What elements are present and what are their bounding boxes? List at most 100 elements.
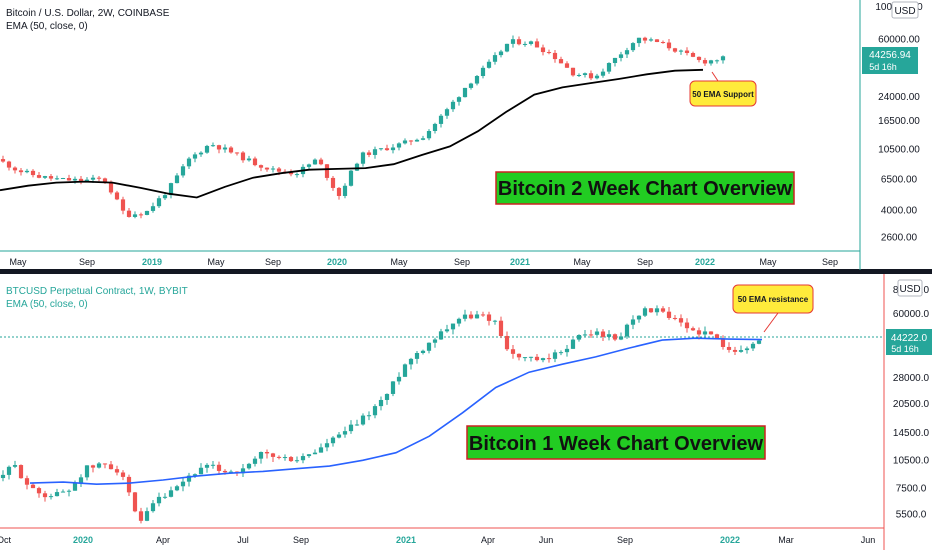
top-candle-body (654, 39, 660, 43)
top-x-ticks: May Sep 2019 May Sep 2020 May Sep 2021 May Sep 2022… (9, 257, 838, 267)
bottom-candle-body (570, 339, 576, 349)
bottom-ema-line (29, 337, 763, 486)
bottom-candle-body (258, 452, 264, 459)
bottom-candle-body (642, 308, 648, 316)
bottom-candle-body (324, 443, 330, 448)
top-candle-body (78, 178, 84, 182)
bottom-candle-body (60, 491, 66, 493)
bottom-x-tick-label: Jun (539, 535, 554, 545)
top-candle-body (258, 165, 264, 168)
bottom-candle-body (618, 336, 624, 340)
top-x-tick-label: May (9, 257, 27, 267)
bottom-candle-body (78, 477, 84, 484)
bottom-candle-body (330, 437, 336, 444)
bottom-candle-body (90, 465, 96, 468)
top-candle-body (192, 154, 198, 159)
top-legend[interactable]: Bitcoin / U.S. Dollar, 2W, COINBASE EMA … (6, 7, 169, 33)
top-candle-body (84, 179, 90, 182)
top-candle-body (540, 47, 546, 53)
bottom-y-tick-label: 7500.0 (896, 484, 927, 495)
top-candle-body (582, 73, 588, 75)
bottom-candle-body (48, 496, 54, 498)
bottom-candle-body (594, 331, 600, 335)
bottom-candle-body (84, 465, 90, 478)
bottom-candle-body (138, 511, 144, 521)
bottom-x-tick-label: Jul (237, 535, 249, 545)
top-candle-body (420, 138, 426, 140)
top-candle-body (210, 145, 216, 147)
top-candle-body (114, 192, 120, 200)
bottom-candle-body (576, 335, 582, 340)
top-x-tick-label: Sep (637, 257, 653, 267)
top-currency-label: USD (894, 6, 915, 17)
top-y-tick-label: 24000.00 (878, 92, 920, 103)
bottom-candle-body (300, 456, 306, 461)
bottom-candle-body (606, 334, 612, 337)
bottom-candle-body (12, 465, 18, 467)
bottom-candle-body (120, 472, 126, 477)
pane-divider[interactable] (0, 269, 932, 274)
bottom-candle-body (240, 468, 246, 474)
bottom-candle-body (714, 334, 720, 339)
bottom-candle-body (246, 463, 252, 469)
top-candle-body (552, 52, 558, 60)
top-candle-body (378, 148, 384, 150)
top-candle-body (72, 178, 78, 181)
bottom-candle-body (462, 314, 468, 319)
top-y-tick-label: 6500.00 (881, 175, 918, 186)
bottom-candle-body (126, 476, 132, 493)
bottom-y-tick-label: 5500.0 (896, 510, 927, 521)
bottom-price-box: 44222.0 5d 16h (886, 329, 932, 355)
top-candle-body (144, 210, 150, 215)
top-price-value: 44256.94 (869, 50, 911, 61)
top-x-tick-label: May (390, 257, 408, 267)
top-candle-body (600, 71, 606, 76)
bottom-candle-body (612, 334, 618, 340)
top-candle-body (612, 57, 618, 64)
bottom-candle-body (648, 308, 654, 313)
bottom-candle-body (444, 329, 450, 332)
top-currency-badge[interactable]: USD (891, 1, 919, 19)
top-candle-body (708, 60, 714, 64)
top-candle-body (174, 175, 180, 184)
top-candle-body (576, 74, 582, 76)
top-candle-body (486, 61, 492, 68)
bottom-candle-body (186, 475, 192, 482)
bottom-candle-body (558, 352, 564, 354)
top-candle-body (618, 54, 624, 58)
top-candle-body (0, 159, 6, 162)
top-candle-body (204, 145, 210, 153)
top-candle-body (696, 56, 702, 61)
top-candle-body (354, 163, 360, 171)
bottom-candle-body (630, 319, 636, 325)
bottom-candle-body (690, 328, 696, 331)
bottom-x-tick-label: Sep (293, 535, 309, 545)
top-candles (0, 35, 726, 219)
top-price-box: 44256.94 5d 16h (862, 47, 918, 74)
top-candle-body (624, 50, 630, 55)
top-candle-body (444, 109, 450, 116)
top-candle-body (588, 73, 594, 79)
bottom-candle-body (282, 457, 288, 459)
bottom-candle-body (522, 357, 528, 359)
top-candle-body (306, 164, 312, 167)
top-candle-body (672, 48, 678, 52)
bottom-candle-body (738, 350, 744, 352)
top-callout-text: 50 EMA Support (692, 90, 754, 99)
bottom-price-value: 44222.0 (891, 333, 928, 344)
bottom-x-tick-label: Oct (0, 535, 11, 545)
bottom-candle-body (264, 452, 270, 454)
top-candle-body (198, 152, 204, 155)
top-candle-body (348, 170, 354, 186)
top-candle-body (330, 177, 336, 188)
top-candle-body (504, 43, 510, 52)
top-candle-body (366, 152, 372, 155)
bottom-candle-body (168, 490, 174, 497)
top-candle-body (570, 67, 576, 76)
bottom-candle-body (162, 496, 168, 498)
bottom-legend[interactable]: BTCUSD Perpetual Contract, 1W, BYBIT EMA… (6, 285, 188, 311)
bottom-currency-badge[interactable]: USD (897, 279, 923, 297)
bottom-candle-body (228, 471, 234, 473)
top-candle-body (456, 97, 462, 102)
top-candle-body (474, 76, 480, 84)
